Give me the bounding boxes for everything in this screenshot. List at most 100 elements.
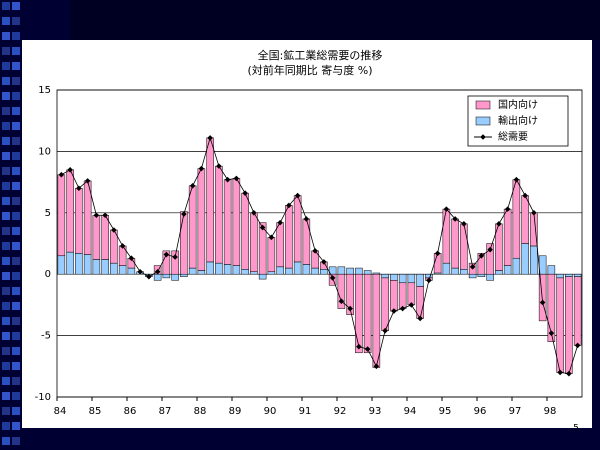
bar [521,195,529,244]
bar [416,286,424,319]
bar [512,179,521,259]
bar [171,250,179,275]
deco-square [12,377,20,385]
total-marker [373,363,380,370]
total-marker [233,175,240,182]
y-tick-label: 5 [45,208,51,219]
deco-square [12,347,20,355]
deco-square [2,107,10,115]
bar [468,273,477,279]
legend-label: 総需要 [498,130,528,143]
bar [153,273,162,281]
bar [118,265,127,275]
total-marker [321,259,327,265]
legend-swatch [475,100,491,110]
total-marker [522,192,528,199]
bar [206,261,214,275]
deco-square [2,257,10,265]
bar [390,280,398,312]
bar [101,215,109,260]
bar [162,250,171,275]
bar [538,255,547,275]
bar [188,267,197,275]
deco-square [2,272,10,280]
bar [416,273,424,287]
deco-square [12,212,20,220]
deco-square [12,392,20,400]
deco-square [2,332,10,340]
x-tick-label: 97 [509,406,522,417]
deco-square [2,92,10,100]
deco-square [2,227,10,235]
total-marker [286,202,292,209]
total-marker [443,206,450,212]
deco-square [2,287,10,295]
total-marker [557,369,563,376]
bar [197,270,206,275]
deco-band [70,0,600,40]
deco-square [12,17,20,25]
y-tick-label: 0 [45,269,51,280]
deco-square [12,2,20,10]
bar [267,271,276,275]
deco-square [2,152,10,160]
bar [390,273,398,281]
deco-square [12,242,20,250]
total-marker [259,224,266,231]
deco-square [2,407,10,415]
bar [407,282,416,306]
total-marker [198,165,205,172]
bar [171,273,179,281]
bar [267,237,276,272]
plot-frame [56,89,583,398]
legend-swatch [475,116,491,126]
deco-square [2,17,10,25]
deco-square [12,362,20,370]
bar [162,273,171,279]
bar [355,273,363,354]
chart-subtitle: (対前年同期比 寄与度 %) [247,63,372,77]
bar [565,273,573,277]
deco-square [12,122,20,130]
total-marker [93,212,100,219]
bar [215,165,223,264]
total-marker [338,298,345,305]
chart-title: 全国:鉱工業総需要の推移 [258,48,383,62]
total-marker [574,342,581,349]
deco-square [2,437,10,445]
x-tick-label: 96 [474,406,487,417]
total-marker [303,216,310,222]
total-marker [312,248,318,254]
deco-square [12,92,20,100]
bar [92,259,101,275]
bar [486,243,494,275]
bar [337,266,346,275]
total-marker [102,212,108,219]
total-marker [566,370,572,377]
y-tick-label: 15 [38,85,51,96]
bar [451,267,459,275]
bar [503,208,512,266]
bar [573,273,582,277]
bar [232,265,241,275]
deco-square [2,377,10,385]
deco-square [2,317,10,325]
x-tick-label: 89 [229,406,242,417]
bar [215,262,223,275]
deco-square [12,47,20,55]
deco-square [12,107,20,115]
total-marker [172,254,178,260]
legend-label: 輸出向け [498,114,538,127]
bar [66,169,74,253]
bar [547,265,556,275]
deco-square [12,437,20,445]
deco-square [12,152,20,160]
total-marker [417,315,423,322]
bar [521,243,529,275]
x-tick-label: 94 [404,406,417,417]
total-marker [382,327,388,334]
bar [346,273,354,315]
x-tick-label: 92 [334,406,347,417]
